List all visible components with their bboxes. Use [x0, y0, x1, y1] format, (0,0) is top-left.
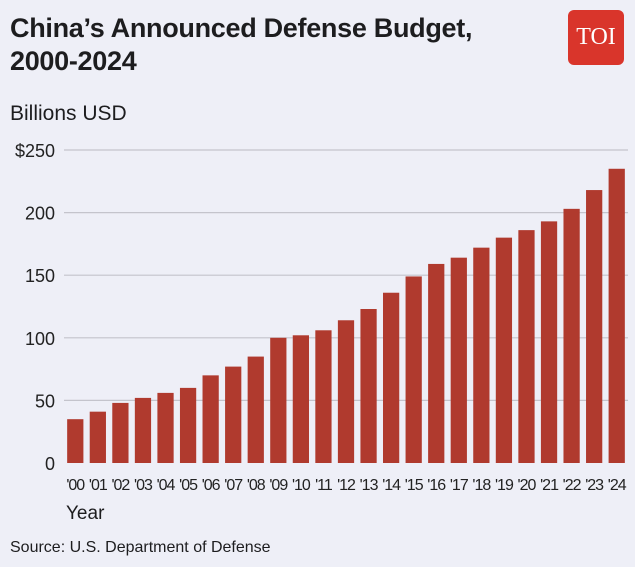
x-tick-label: '11 — [315, 477, 333, 494]
x-tick-label: '05 — [179, 477, 198, 494]
bar — [67, 419, 84, 463]
y-tick-label: 50 — [35, 391, 55, 411]
toi-logo: TOI — [568, 10, 624, 65]
bar — [270, 337, 287, 463]
bar — [337, 320, 355, 463]
bar — [315, 330, 332, 463]
x-tick-label: '12 — [337, 477, 356, 494]
y-tick-label: 100 — [25, 329, 55, 349]
x-tick-label: '24 — [608, 477, 627, 494]
x-tick-label: '22 — [563, 477, 582, 494]
x-tick-label: '19 — [495, 477, 514, 494]
bar — [405, 276, 422, 463]
bar — [247, 356, 264, 463]
bar — [292, 335, 310, 463]
bar — [495, 237, 513, 463]
x-tick-label: '07 — [224, 477, 243, 494]
bar — [608, 168, 625, 463]
x-tick-label: '02 — [111, 477, 130, 494]
bar — [134, 397, 152, 463]
x-tick-label: '21 — [540, 477, 559, 494]
x-tick-label: '14 — [382, 477, 401, 494]
x-tick-label: '23 — [585, 477, 604, 494]
bar — [428, 263, 445, 463]
logo-text: TOI — [576, 24, 616, 50]
x-tick-label: '13 — [360, 477, 379, 494]
y-axis-label: Billions USD — [10, 102, 127, 125]
bar — [179, 387, 197, 463]
x-tick-label: '16 — [427, 477, 446, 494]
bar — [563, 208, 580, 463]
x-tick-label: '03 — [134, 477, 153, 494]
bar — [157, 392, 174, 463]
x-tick-label: '00 — [66, 477, 85, 494]
bar — [450, 257, 467, 463]
y-tick-label: 150 — [25, 266, 55, 286]
bar — [202, 375, 219, 463]
bar — [586, 190, 603, 463]
bar — [518, 230, 535, 463]
x-tick-label: '10 — [292, 477, 311, 494]
source-note: Source: U.S. Department of Defense — [10, 539, 271, 556]
y-tick-label: $250 — [15, 141, 55, 161]
x-tick-label: '20 — [518, 477, 537, 494]
x-tick-label: '18 — [472, 477, 491, 494]
chart-title: China’s Announced Defense Budget, 2000-2… — [10, 13, 473, 76]
x-tick-label: '08 — [247, 477, 266, 494]
x-tick-label: '15 — [405, 477, 424, 494]
y-tick-label: 0 — [45, 454, 55, 474]
bar — [89, 411, 106, 463]
x-tick-label: '09 — [269, 477, 288, 494]
bar — [225, 366, 242, 463]
x-axis-label: Year — [66, 503, 105, 524]
x-tick-label: '17 — [450, 477, 469, 494]
bar — [360, 309, 377, 463]
x-tick-label: '04 — [157, 477, 176, 494]
bar — [540, 221, 558, 463]
bar — [382, 292, 400, 463]
x-tick-label: '06 — [202, 477, 221, 494]
x-tick-label: '01 — [89, 477, 108, 494]
bar — [112, 402, 129, 463]
y-tick-label: 200 — [25, 204, 55, 224]
bar — [473, 247, 490, 463]
